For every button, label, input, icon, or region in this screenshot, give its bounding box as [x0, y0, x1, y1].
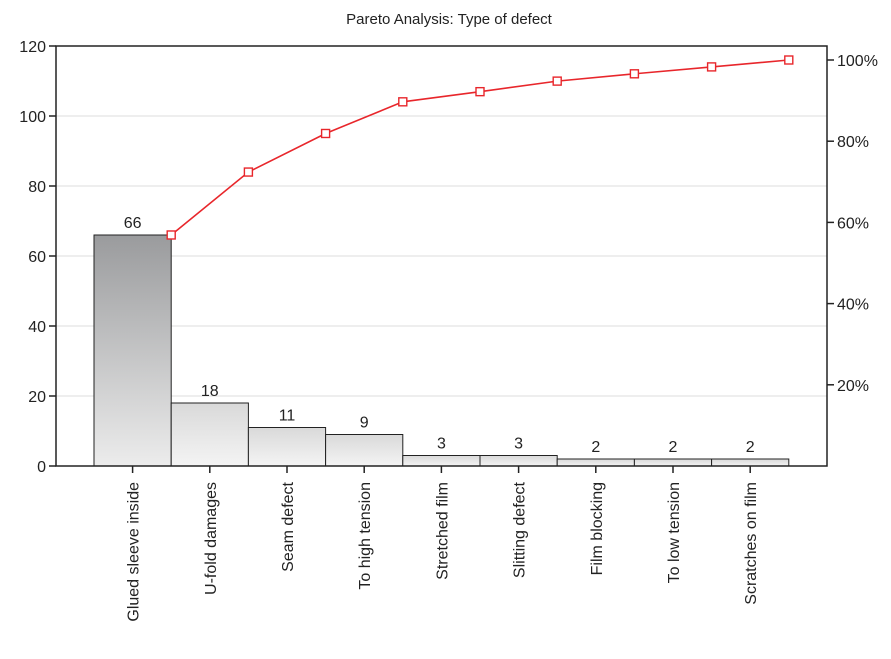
cumulative-point — [320, 128, 331, 139]
bar — [711, 458, 790, 467]
value-label: 66 — [124, 215, 142, 232]
bars — [93, 234, 790, 467]
y2-tick-label: 100% — [837, 53, 878, 70]
bar — [633, 458, 713, 467]
y-tick-label: 60 — [28, 249, 46, 266]
y-tick-label: 40 — [28, 319, 46, 336]
value-label: 3 — [514, 436, 523, 453]
y2-tick-label: 80% — [837, 134, 869, 151]
cumulative-point — [243, 167, 254, 177]
category-label: U-fold damages — [203, 482, 220, 595]
cumulative-point — [398, 97, 408, 107]
y2-tick-label: 40% — [837, 297, 869, 314]
value-label: 11 — [279, 408, 296, 425]
grid-lines — [56, 115, 827, 397]
category-label: To low tension — [666, 482, 683, 583]
cumulative-line — [170, 59, 789, 236]
y-axis-right-ticks: 20% 40% 60% 80% 100% — [827, 53, 878, 395]
category-label: Stretched film — [434, 482, 451, 580]
value-label: 2 — [591, 439, 600, 456]
category-label: Slitting defect — [512, 481, 529, 578]
y-tick-label: 100 — [19, 109, 46, 126]
value-labels: 66 18 11 9 3 3 2 2 2 — [124, 215, 755, 456]
category-label: Scratches on film — [743, 482, 760, 605]
cumulative-point — [629, 69, 640, 79]
chart-title: Pareto Analysis: Type of defect — [346, 11, 553, 28]
value-label: 3 — [437, 436, 446, 453]
value-label: 9 — [360, 415, 369, 432]
cumulative-point — [166, 230, 176, 240]
bar — [247, 427, 327, 467]
bar — [479, 455, 558, 467]
value-label: 2 — [746, 439, 755, 456]
bar — [556, 458, 635, 467]
category-label: Seam defect — [280, 481, 297, 571]
y-axis-left-ticks: 0 20 40 60 80 100 120 — [19, 39, 56, 476]
bar — [325, 434, 404, 467]
y-tick-label: 80 — [28, 179, 46, 196]
y-tick-label: 120 — [19, 39, 46, 56]
category-label: To high tension — [357, 482, 374, 590]
category-label: Glued sleeve inside — [126, 482, 143, 622]
cumulative-point — [552, 76, 562, 86]
value-label: 2 — [669, 439, 678, 456]
category-labels: Glued sleeve inside U-fold damages Seam de… — [126, 481, 761, 621]
cumulative-line-group — [166, 55, 794, 240]
y2-tick-label: 20% — [837, 378, 869, 395]
bar — [93, 234, 172, 467]
bar — [402, 455, 481, 467]
y-tick-label: 20 — [28, 389, 46, 406]
y-tick-label: 0 — [37, 459, 46, 476]
value-label: 18 — [201, 383, 219, 400]
bar — [170, 402, 249, 467]
cumulative-point — [706, 62, 717, 72]
cumulative-point — [784, 55, 794, 65]
y2-tick-label: 60% — [837, 215, 869, 232]
cumulative-point — [475, 86, 485, 97]
category-label: Film blocking — [589, 482, 606, 575]
